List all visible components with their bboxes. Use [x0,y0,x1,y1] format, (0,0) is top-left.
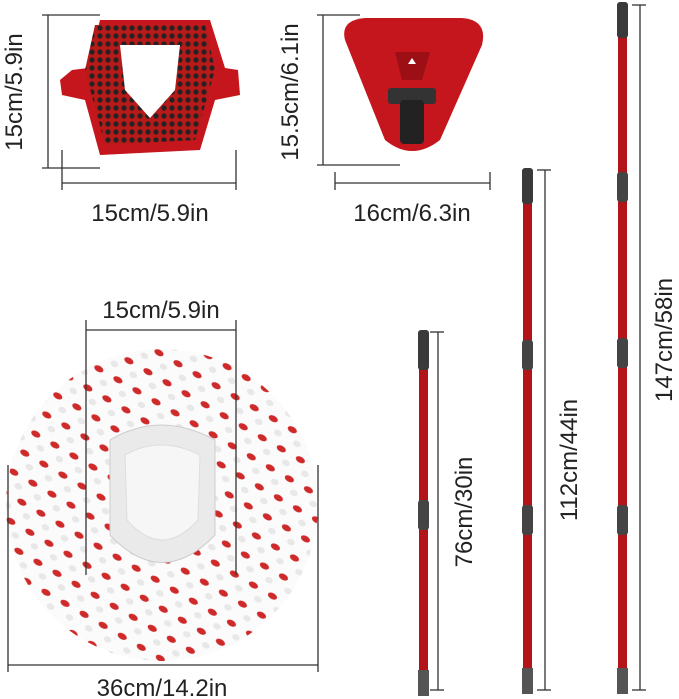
triangle-height-dimension [317,14,400,166]
pole-76cm-dimension [430,331,444,691]
triangle-width-dimension [334,172,491,190]
pole-147cm-label: 147cm/58in [651,278,678,402]
brush-head-image [60,20,240,155]
mop-head-image [6,349,318,661]
pole-112cm-label: 112cm/44in [556,399,583,521]
brush-width-label: 15cm/5.9in [91,200,208,227]
pole-147cm [617,2,628,694]
mop-outer-width-label: 36cm/14.2in [97,675,228,699]
pole-112cm [522,168,533,694]
pole-76cm-label: 76cm/30in [451,457,478,568]
brush-width-dimension [61,150,237,190]
brush-height-dimension [42,14,100,169]
mop-inner-dimension [85,320,237,575]
brush-height-label: 15cm/5.9in [1,33,28,150]
triangle-height-label: 15.5cm/6.1in [277,23,304,160]
pole-76cm [418,330,429,696]
mop-outer-dimension [7,465,319,672]
triangle-width-label: 16cm/6.3in [353,200,470,227]
mop-inner-width-label: 15cm/5.9in [102,297,219,324]
triangle-base-image [344,18,484,151]
pole-112cm-dimension [537,169,551,691]
pole-147cm-dimension [632,4,646,691]
